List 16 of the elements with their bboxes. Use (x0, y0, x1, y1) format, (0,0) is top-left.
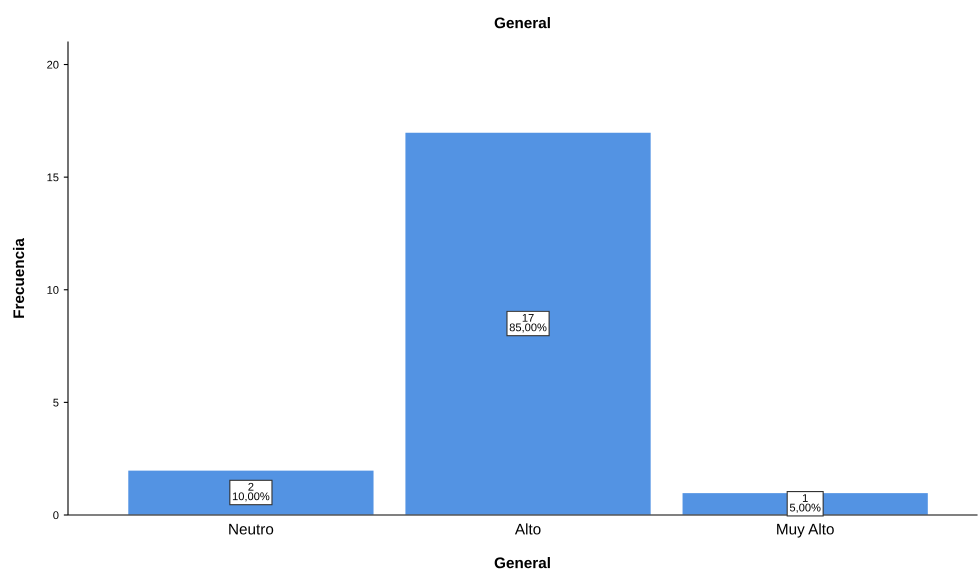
y-axis-title: Frecuencia (12, 238, 24, 318)
data-label: 2 10,00% (232, 482, 270, 502)
x-axis-title: General (494, 557, 550, 568)
y-tick-label: 10 (47, 286, 59, 294)
data-label: 1 5,00% (790, 494, 821, 513)
x-tick-label: Neutro (229, 524, 274, 535)
bar (126, 469, 375, 515)
y-tick-label: 15 (47, 174, 59, 182)
x-tick-label: Alto (514, 523, 541, 535)
y-tick-label: 5 (53, 398, 59, 407)
data-label: 17 85,00% (510, 314, 546, 333)
y-tick-label: 20 (47, 60, 59, 69)
chart-title: General (494, 17, 550, 28)
y-tick-label: 0 (53, 511, 59, 520)
bar (404, 131, 652, 515)
x-tick-label: Muy Alto (777, 523, 834, 538)
